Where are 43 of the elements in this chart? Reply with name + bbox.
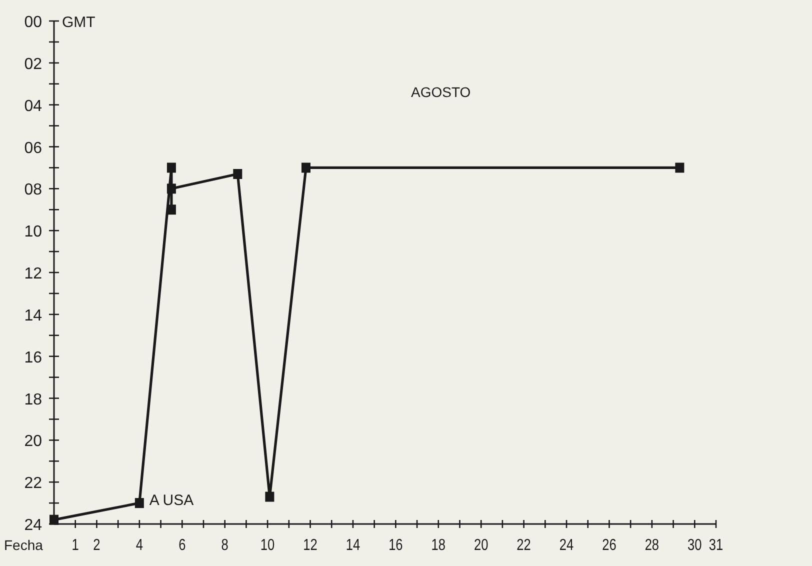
point [301,162,310,173]
x-tick-label: 1 [72,536,79,554]
x-tick-label: 18 [431,536,446,554]
x-tick-label: 10 [260,536,275,554]
point [50,514,58,525]
point [166,184,176,194]
x-tick-label: 14 [346,536,360,554]
x-tick-label: 28 [644,536,660,554]
x-tick-label: 24 [559,536,574,554]
x-axis-title: Fecha [4,537,44,553]
y-tick-label: 16 [24,349,42,366]
annotation: AGOSTO [411,84,471,100]
point [233,168,242,179]
y-tick-label: 18 [24,391,42,408]
x-tick-label: 6 [178,536,186,554]
y-tick-label: 00 [24,14,42,31]
x-tick-label: 31 [708,536,724,554]
y-tick-label: 06 [24,140,42,157]
y-tick-label: 10 [24,224,42,241]
x-tick-label: 26 [602,536,616,554]
y-tick-label: 20 [24,433,42,450]
x-tick-label: 2 [93,536,100,554]
x-tick-label: 20 [474,536,488,554]
annotation: A USA [149,492,194,510]
x-tick-label: 8 [221,536,228,554]
x-tick-label: 16 [388,536,403,554]
x-tick-label: 12 [303,536,318,554]
x-tick-label: 22 [516,536,531,554]
y-tick-label: 24 [24,517,42,534]
point [134,498,144,508]
y-tick-label: 14 [24,307,42,324]
y-tick-label: 02 [24,56,42,73]
x-tick-label: 4 [136,536,143,554]
point [166,204,176,215]
x-tick-label: 30 [688,536,702,554]
y-tick-label: 12 [24,266,42,282]
y-tick-label: 22 [24,475,42,492]
point [166,162,176,173]
point [265,492,274,502]
point [675,162,684,173]
y-tick-label: 08 [24,182,42,199]
y-tick-label: 04 [24,98,42,115]
y-axis-title: GMT [62,14,96,31]
